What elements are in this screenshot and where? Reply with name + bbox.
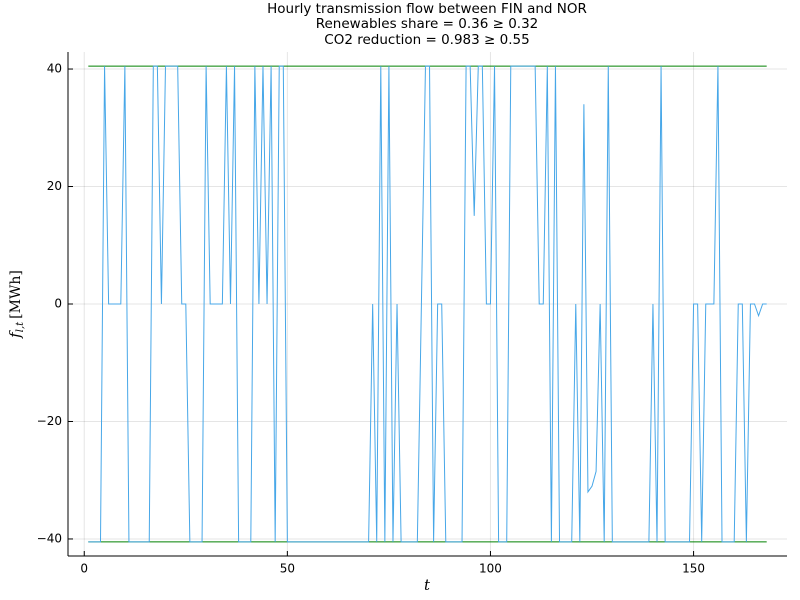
- chart-subtitle: Renewables share = 0.36 ≥ 0.32: [316, 16, 539, 32]
- y-tick-label: 40: [47, 62, 62, 76]
- x-tick-label: 150: [682, 562, 705, 576]
- chart-title: Hourly transmission flow between FIN and…: [267, 1, 587, 17]
- x-tick-label: 50: [280, 562, 295, 576]
- y-tick-label: 0: [54, 297, 62, 311]
- x-tick-label: 0: [80, 562, 88, 576]
- chart-subtitle: CO2 reduction = 0.983 ≥ 0.55: [324, 32, 529, 48]
- y-label-subscript: l,t: [15, 321, 26, 332]
- x-axis-label: t: [424, 576, 431, 594]
- y-tick-label: −40: [37, 531, 62, 545]
- y-label-symbol: f: [6, 330, 24, 339]
- data-line: [88, 65, 767, 543]
- x-tick-label: 100: [479, 562, 502, 576]
- y-tick-label: 20: [47, 179, 62, 193]
- y-axis-label: fl,t [MWh]: [6, 270, 26, 339]
- y-label-unit: [MWh]: [8, 270, 24, 319]
- y-tick-label: −20: [37, 414, 62, 428]
